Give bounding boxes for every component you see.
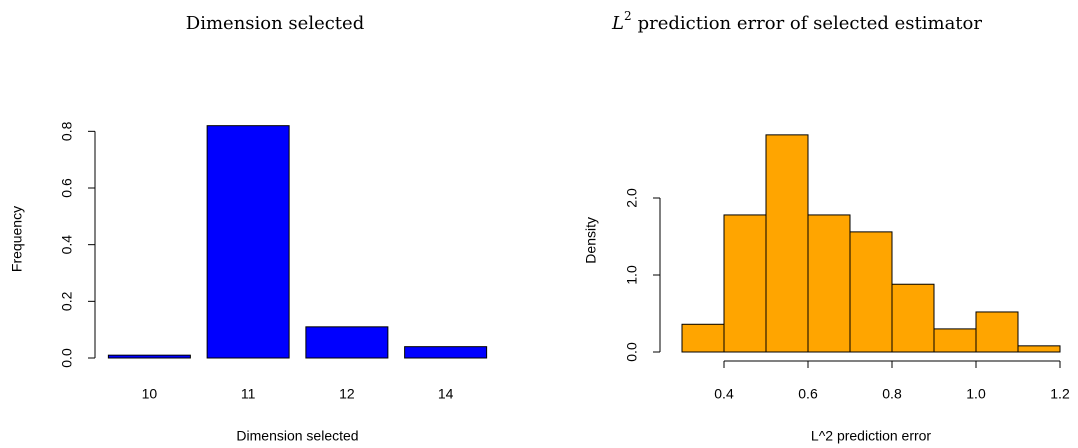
chart-title: L2 prediction error of selected estimator <box>611 9 982 35</box>
y-tick-label: 0.0 <box>624 342 640 362</box>
bar <box>305 326 389 359</box>
histogram-bar <box>933 328 977 353</box>
y-tick-label: 2.0 <box>624 188 640 208</box>
title-sup: 2 <box>624 9 632 23</box>
bar <box>107 354 191 359</box>
y-tick-label: 0.2 <box>59 291 75 311</box>
histogram-bar <box>891 283 935 353</box>
y-tick-label: 0.4 <box>59 235 75 255</box>
y-tick-label: 0.6 <box>59 178 75 198</box>
title-rest: prediction error of selected estimator <box>638 13 983 34</box>
y-tick-label: 1.0 <box>624 265 640 285</box>
bar <box>206 125 290 359</box>
x-tick-label: 0.6 <box>798 386 818 402</box>
histogram-bar <box>1017 345 1061 353</box>
histogram-bar <box>681 323 725 353</box>
histogram-bar <box>765 134 809 353</box>
histogram-bar <box>975 311 1019 353</box>
y-tick-label: 0.8 <box>59 121 75 141</box>
x-tick-label: 11 <box>241 386 256 402</box>
histogram-bar <box>723 214 767 353</box>
histogram-bar <box>807 214 851 353</box>
title-main: L <box>611 13 624 34</box>
x-tick-label: 12 <box>339 386 355 402</box>
x-tick-label: 1.0 <box>966 386 986 402</box>
x-tick-label: 0.4 <box>714 386 734 402</box>
y-axis-label: Density <box>583 217 599 264</box>
x-tick-label: 14 <box>438 386 454 402</box>
x-tick-label: 0.8 <box>882 386 902 402</box>
x-axis-label: Dimension selected <box>236 428 358 444</box>
x-tick-label: 10 <box>142 386 158 402</box>
y-axis-label: Frequency <box>9 206 25 272</box>
histogram-bar <box>849 231 893 353</box>
bar <box>404 346 488 359</box>
y-tick-label: 0.0 <box>59 348 75 368</box>
x-axis-label: L^2 prediction error <box>811 428 932 444</box>
chart-title: Dimension selected <box>186 13 364 34</box>
x-tick-label: 1.2 <box>1050 386 1070 402</box>
